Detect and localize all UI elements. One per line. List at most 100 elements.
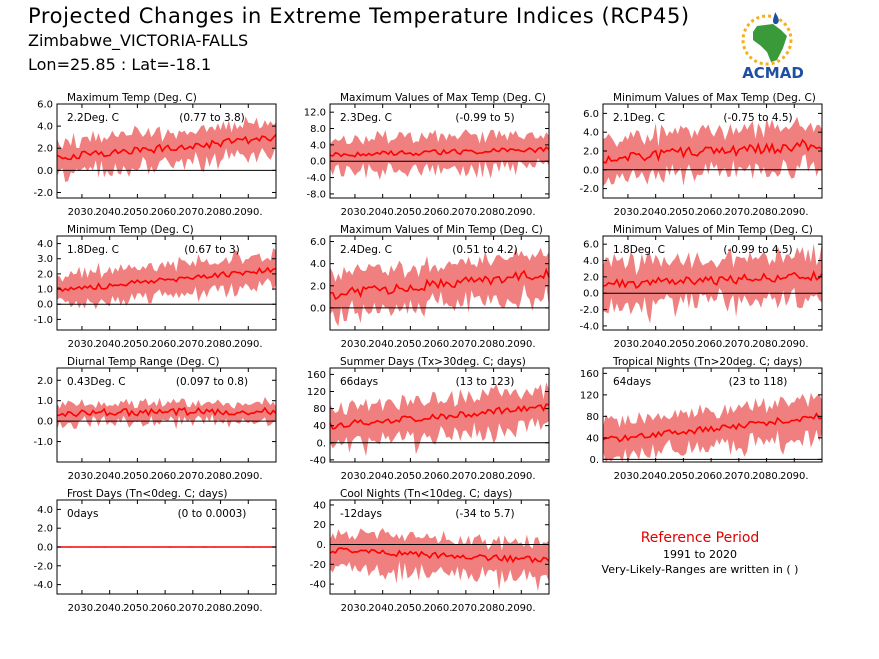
mean-change-value: 66days <box>340 376 378 388</box>
x-tick-label: 2040. <box>95 471 124 482</box>
mean-series-line <box>329 267 550 301</box>
y-tick-label: -1.0 <box>33 315 53 326</box>
x-tick-label: 2030. <box>341 471 370 482</box>
plot-frame <box>56 103 277 199</box>
mean-series-line <box>602 138 823 164</box>
y-tick-label: 4.0 <box>37 505 53 516</box>
mean-change-value: 64days <box>613 376 651 388</box>
chart-panel-7: 2030. 2040. 2050. 2060. 2070. 2080. 2090. -1.0 0… <box>33 356 277 482</box>
y-tick-label: 4.0 <box>583 128 599 139</box>
x-tick-label: 2030. <box>614 471 643 482</box>
x-tick-label: 2080. <box>752 207 781 218</box>
y-tick-label: 2.0 <box>37 376 53 387</box>
x-tick-label: 2060. <box>151 603 180 614</box>
y-tick-label: 4.0 <box>37 122 53 133</box>
y-tick-label: -40 <box>310 455 326 466</box>
y-tick-label: 6.0 <box>583 240 599 251</box>
mean-series-line <box>329 403 550 430</box>
x-tick-label: 2030. <box>341 339 370 350</box>
y-tick-label: -40 <box>310 580 326 591</box>
very-likely-range: (0.77 to 3.8) <box>179 112 245 124</box>
x-tick-label: 2050. <box>123 471 152 482</box>
likely-range-band <box>603 242 822 324</box>
panel-title: Tropical Nights (Tn>20deg. C; days) <box>612 356 802 368</box>
mean-series-line <box>56 406 277 418</box>
very-likely-range: (23 to 118) <box>729 376 788 388</box>
x-tick-label: 2050. <box>123 603 152 614</box>
reference-info: Reference Period 1991 to 2020 Very-Likel… <box>590 530 810 576</box>
plot-frame <box>602 235 823 331</box>
ranges-note: Very-Likely-Ranges are written in ( ) <box>601 563 799 576</box>
x-tick-label: 2030. <box>68 471 97 482</box>
y-tick-label: 0.0 <box>310 303 326 314</box>
mean-change-value: 0days <box>67 508 98 520</box>
africa-map-icon <box>753 24 787 62</box>
y-tick-label: 160 <box>580 369 599 380</box>
mean-series-line <box>329 547 550 564</box>
y-tick-label: 6.0 <box>310 237 326 248</box>
x-tick-label: 2070. <box>452 603 481 614</box>
logo-text: ACMAD <box>742 64 804 82</box>
x-tick-label: 2030. <box>68 603 97 614</box>
x-tick-label: 2060. <box>424 603 453 614</box>
x-tick-label: 2080. <box>206 207 235 218</box>
y-tick-label: 2.0 <box>583 147 599 158</box>
x-tick-label: 2070. <box>179 603 208 614</box>
plot-frame <box>329 499 550 595</box>
y-tick-label: -2.0 <box>579 184 599 195</box>
x-tick-label: 2060. <box>424 339 453 350</box>
x-tick-label: 2090. <box>780 207 809 218</box>
x-tick-label: 2030. <box>614 339 643 350</box>
y-tick-label: 0.0 <box>583 289 599 300</box>
very-likely-range: (-0.99 to 5) <box>455 112 514 124</box>
mean-series-line <box>602 412 823 443</box>
chart-panel-9: 2030. 2040. 2050. 2060. 2070. 2080. 2090. 0. 40 8… <box>580 356 823 482</box>
x-tick-label: 2070. <box>179 471 208 482</box>
x-tick-label: 2080. <box>479 603 508 614</box>
chart-panel-8: 2030. 2040. 2050. 2060. 2070. 2080. 2090. -40 0.… <box>307 356 550 482</box>
y-tick-label: 3.0 <box>37 254 53 265</box>
y-tick-label: 120 <box>307 387 326 398</box>
page-title: Projected Changes in Extreme Temperature… <box>28 4 690 28</box>
y-tick-label: -20 <box>310 560 326 571</box>
y-tick-label: 6.0 <box>583 109 599 120</box>
chart-panel-4: 2030. 2040. 2050. 2060. 2070. 2080. 2090. -1.0 0… <box>33 224 277 350</box>
y-tick-label: 0. <box>589 455 599 466</box>
x-tick-label: 2090. <box>507 603 536 614</box>
x-tick-label: 2030. <box>68 339 97 350</box>
panel-title: Summer Days (Tx>30deg. C; days) <box>340 356 526 368</box>
x-tick-label: 2070. <box>452 471 481 482</box>
x-tick-label: 2080. <box>752 339 781 350</box>
mean-change-value: 0.43Deg. C <box>67 376 126 388</box>
y-tick-label: -2.0 <box>33 561 53 572</box>
chart-panel-10: 2030. 2040. 2050. 2060. 2070. 2080. 2090. -4.0 -… <box>33 488 277 614</box>
panel-title: Frost Days (Tn<0deg. C; days) <box>67 488 227 500</box>
x-tick-label: 2070. <box>725 207 754 218</box>
x-tick-label: 2090. <box>507 339 536 350</box>
x-tick-label: 2060. <box>697 471 726 482</box>
water-drop-icon <box>773 12 779 25</box>
mean-change-value: 2.4Deg. C <box>340 244 392 256</box>
y-tick-label: 1.0 <box>37 396 53 407</box>
x-tick-label: 2090. <box>234 207 263 218</box>
x-tick-label: 2080. <box>479 207 508 218</box>
mean-change-value: 2.1Deg. C <box>613 112 665 124</box>
very-likely-range: (13 to 123) <box>456 376 515 388</box>
y-tick-label: 80 <box>313 404 326 415</box>
y-tick-label: 0.0 <box>37 417 53 428</box>
x-tick-label: 2060. <box>151 339 180 350</box>
panel-title: Maximum Temp (Deg. C) <box>67 92 197 104</box>
x-tick-label: 2040. <box>95 207 124 218</box>
y-tick-label: 4.0 <box>310 140 326 151</box>
plot-frame <box>329 103 550 199</box>
y-tick-label: 1.0 <box>37 285 53 296</box>
x-tick-label: 2070. <box>179 339 208 350</box>
very-likely-range: (0 to 0.0003) <box>178 508 247 520</box>
panel-title: Cool Nights (Tn<10deg. C; days) <box>340 488 512 500</box>
x-tick-label: 2030. <box>341 603 370 614</box>
x-tick-label: 2040. <box>368 603 397 614</box>
likely-range-band <box>57 116 276 183</box>
x-tick-label: 2040. <box>641 339 670 350</box>
x-tick-label: 2050. <box>396 471 425 482</box>
